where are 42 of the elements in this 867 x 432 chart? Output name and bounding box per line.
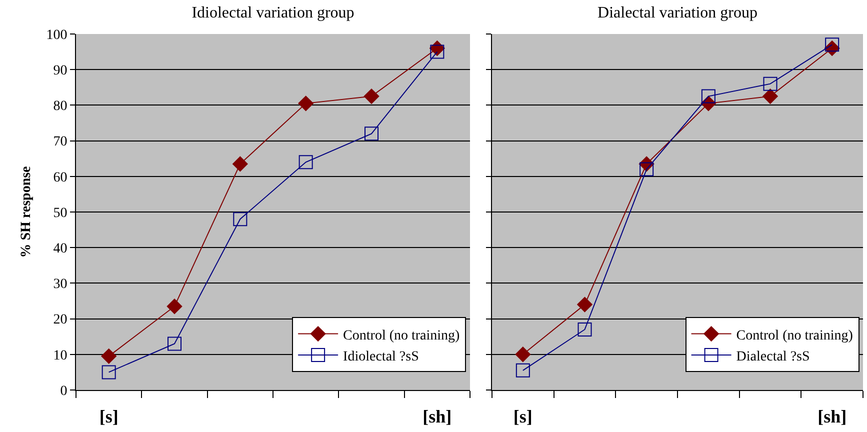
x-tick-label: [s] — [513, 406, 532, 427]
point — [168, 336, 182, 351]
y-tick-label: 40 — [53, 242, 68, 256]
legend-label: Control (no training) — [343, 328, 460, 344]
point — [233, 212, 248, 226]
point — [102, 365, 116, 380]
point — [101, 348, 116, 364]
y-tick-label: 0 — [60, 384, 68, 399]
point — [364, 126, 378, 141]
y-tick-label: 30 — [53, 277, 68, 292]
point — [762, 88, 778, 104]
point — [578, 322, 592, 336]
x-tick-label: [sh] — [422, 406, 452, 427]
y-axis-title: % SH response — [18, 166, 34, 258]
point — [515, 346, 531, 362]
point — [364, 88, 380, 104]
y-tick-label: 10 — [53, 348, 68, 364]
point — [166, 298, 182, 314]
point — [516, 363, 530, 378]
point — [430, 44, 444, 59]
y-tick-label: 80 — [53, 99, 68, 114]
legend-label: Dialectal ?sS — [736, 349, 810, 364]
y-tick-label: 70 — [53, 134, 68, 150]
chart-title: Idiolectal variation group — [192, 4, 354, 22]
y-tick-label: 20 — [53, 312, 68, 328]
legend-label: Control (no training) — [736, 328, 854, 344]
y-tick-label: 60 — [53, 170, 68, 186]
y-tick-label: 90 — [53, 64, 68, 78]
chart-title: Dialectal variation group — [598, 4, 758, 22]
y-tick-label: 100 — [46, 28, 68, 43]
x-tick-label: [s] — [99, 406, 118, 427]
point — [232, 156, 248, 172]
point — [763, 76, 778, 91]
point — [825, 38, 840, 52]
point — [640, 162, 654, 176]
point — [701, 89, 716, 104]
legend-label: Idiolectal ?sS — [343, 349, 419, 364]
y-tick-label: 50 — [53, 206, 68, 221]
point — [577, 296, 592, 312]
x-tick-label: [sh] — [818, 406, 847, 427]
point — [298, 96, 314, 112]
point — [298, 155, 313, 170]
